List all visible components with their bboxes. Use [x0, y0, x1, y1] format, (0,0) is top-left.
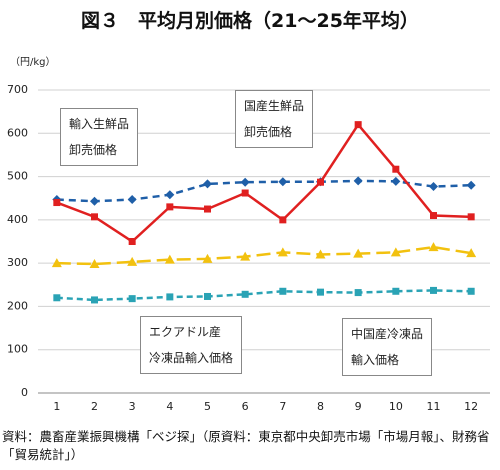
series-line: [56, 289, 472, 302]
legend-entry: 輸入生鮮品 卸売価格: [60, 108, 139, 166]
marker: [128, 238, 136, 245]
series-line: [56, 245, 472, 266]
marker: [240, 251, 251, 261]
marker: [279, 216, 287, 224]
x-tick-label: 7: [279, 400, 286, 413]
marker: [466, 248, 477, 258]
marker: [203, 179, 212, 189]
marker: [354, 289, 362, 297]
marker: [277, 247, 288, 257]
x-tick-label: 8: [317, 400, 324, 413]
y-unit: （円/kg）: [10, 56, 56, 68]
x-tick-label: 1: [53, 400, 60, 413]
chart-title: 図３ 平均月別価格（21～25年平均）: [81, 10, 419, 32]
x-tick-label: 9: [355, 400, 362, 413]
marker: [165, 190, 175, 200]
marker: [128, 295, 136, 303]
marker: [317, 178, 324, 186]
marker: [90, 196, 99, 206]
x-tick-label: 5: [204, 400, 211, 413]
y-tick-label: 0: [21, 386, 28, 399]
marker: [91, 213, 98, 221]
marker: [241, 189, 249, 197]
y-tick-label: 700: [7, 83, 28, 96]
source-note: 資料：農畜産業振興機構「ベジ探」（原資料：東京都中央卸売市場「市場月報」、財務省…: [2, 429, 490, 462]
x-tick-label: 3: [129, 400, 136, 413]
marker: [391, 176, 401, 186]
marker: [166, 203, 174, 211]
marker: [428, 242, 439, 252]
x-tick-label: 10: [389, 400, 403, 413]
marker: [353, 248, 364, 258]
marker: [466, 180, 476, 190]
marker: [467, 213, 475, 221]
legend-entry: エクアドル産 冷凍品輸入価格: [140, 316, 243, 374]
marker: [204, 205, 211, 213]
marker: [53, 294, 61, 302]
marker: [127, 256, 138, 266]
y-tick-label: 300: [7, 256, 28, 269]
marker: [241, 290, 249, 298]
marker: [354, 121, 362, 129]
marker: [89, 259, 100, 269]
marker: [315, 249, 326, 259]
marker: [430, 212, 437, 220]
x-tick-label: 6: [242, 400, 249, 413]
marker: [127, 195, 137, 205]
y-tick-label: 500: [7, 170, 28, 183]
marker: [204, 292, 211, 300]
marker: [166, 293, 174, 301]
series-line: [56, 122, 472, 244]
marker: [240, 177, 250, 187]
marker: [278, 177, 288, 187]
marker: [317, 288, 324, 296]
marker: [392, 165, 400, 173]
y-tick-label: 200: [7, 299, 28, 312]
y-tick-label: 400: [7, 213, 28, 226]
marker: [429, 182, 438, 192]
legend-entry: 国産生鮮品 卸売価格: [235, 90, 314, 148]
x-tick-label: 4: [166, 400, 173, 413]
series-line: [56, 179, 472, 203]
marker: [390, 247, 401, 257]
marker: [392, 287, 400, 295]
marker: [51, 258, 62, 268]
legend-entry: 中国産冷凍品 輸入価格: [342, 318, 433, 376]
marker: [164, 254, 175, 264]
marker: [202, 253, 213, 263]
y-tick-label: 100: [7, 343, 28, 356]
marker: [353, 176, 363, 186]
x-tick-label: 12: [464, 400, 478, 413]
marker: [430, 286, 437, 294]
y-tick-label: 600: [7, 126, 28, 139]
marker: [91, 296, 98, 304]
x-tick-label: 2: [91, 400, 98, 413]
x-tick-label: 11: [427, 400, 441, 413]
marker: [53, 199, 61, 207]
marker: [279, 287, 287, 295]
marker: [467, 287, 475, 295]
